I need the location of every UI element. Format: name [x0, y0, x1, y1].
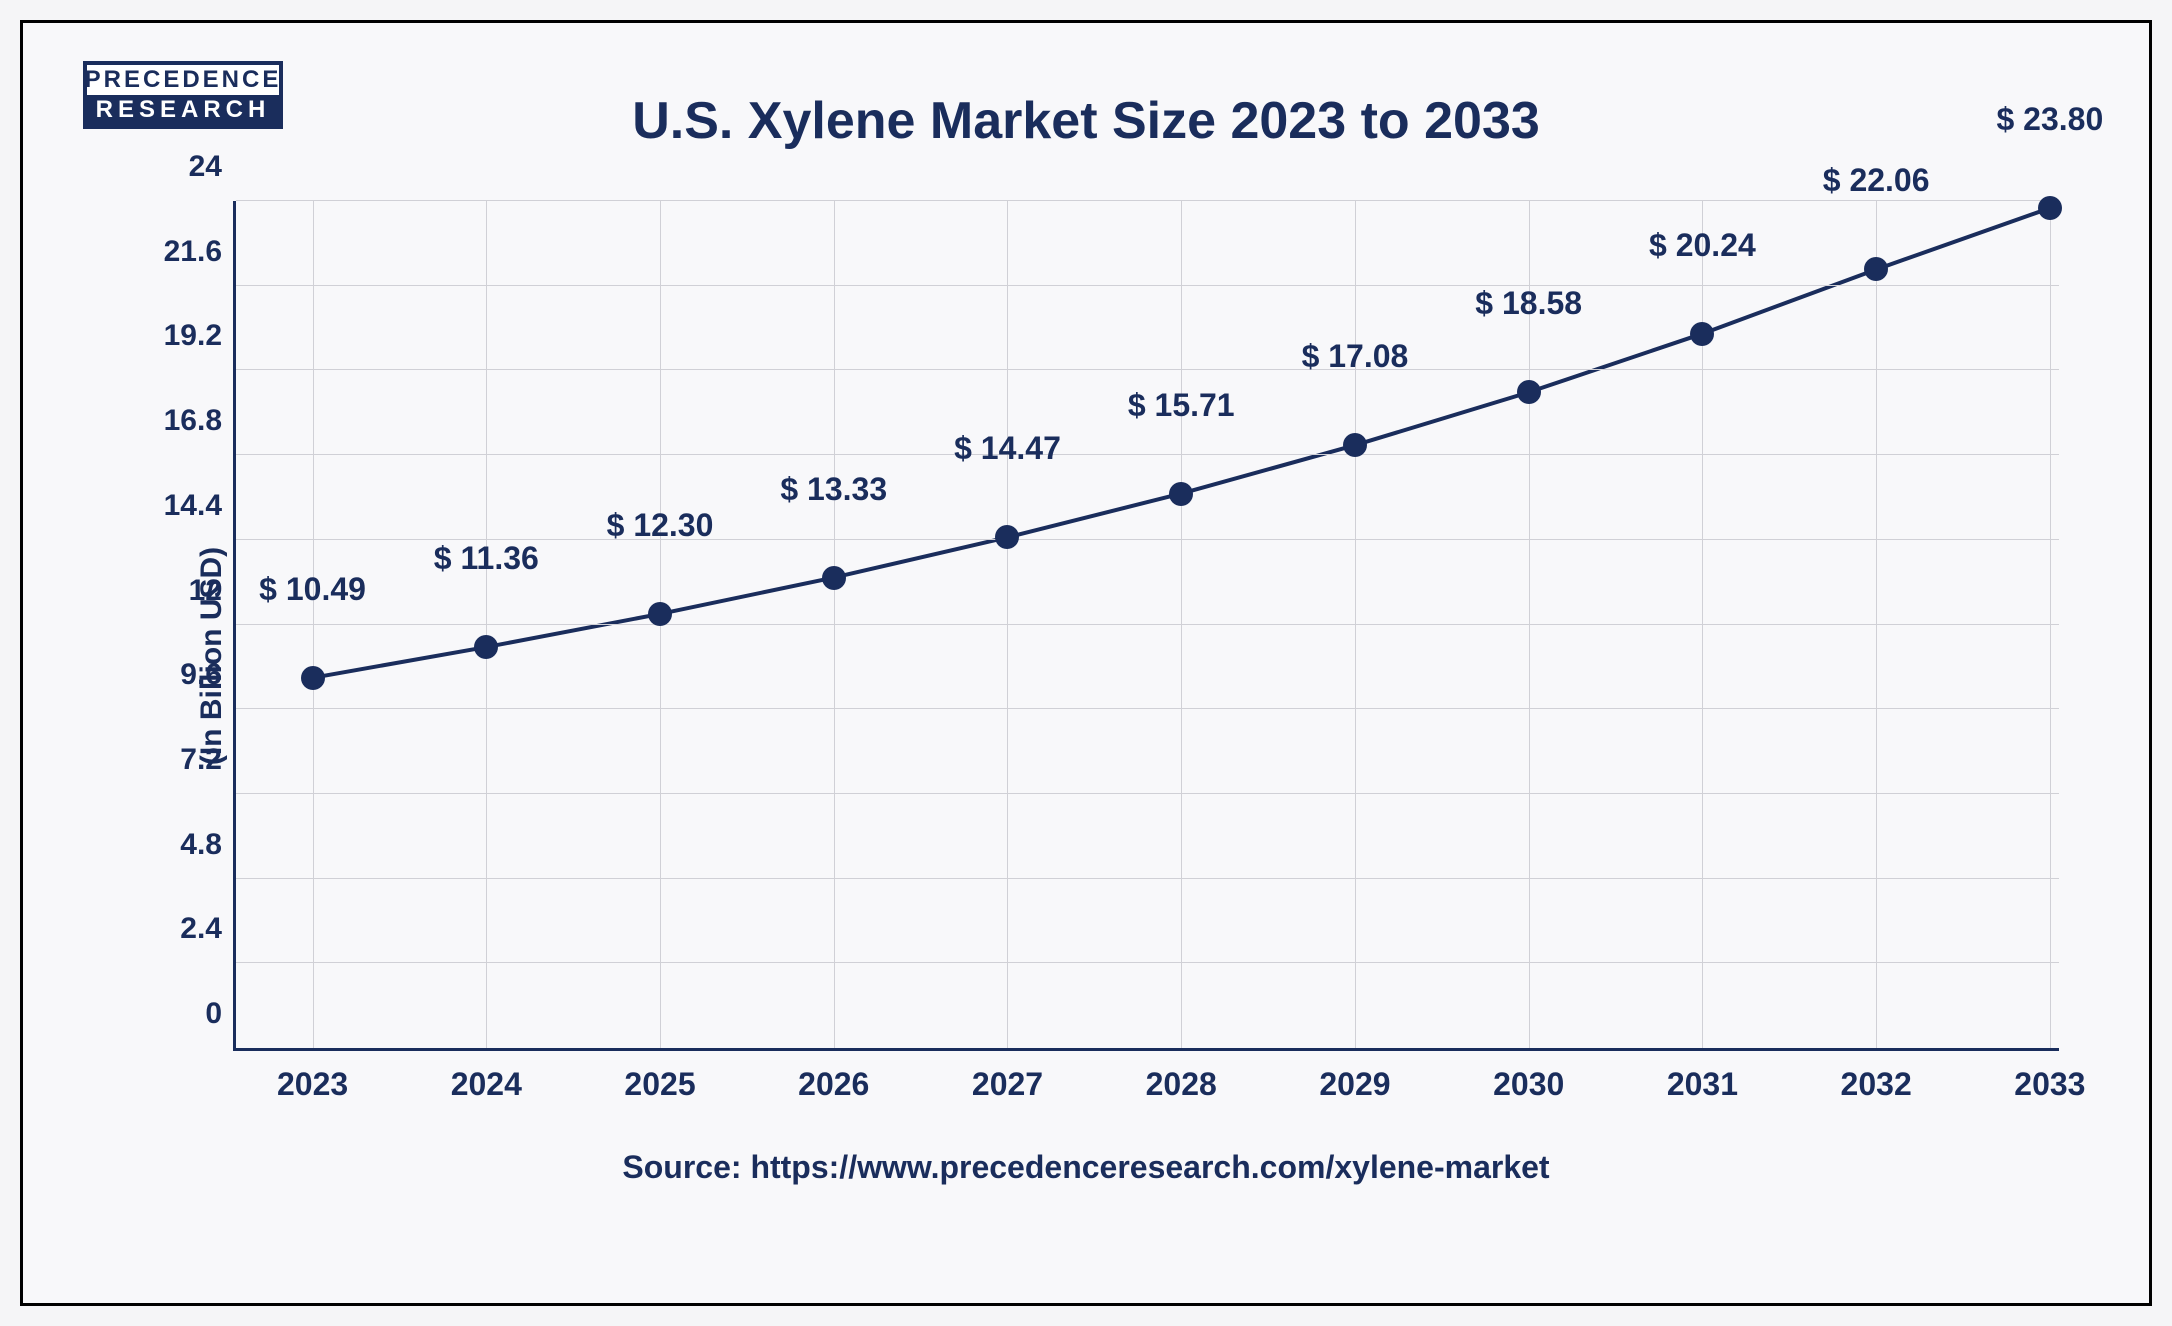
y-tick-label: 14.4: [164, 489, 236, 523]
gridline-h: [236, 200, 2059, 201]
chart-container: PRECEDENCE RESEARCH U.S. Xylene Market S…: [20, 20, 2152, 1306]
y-tick-label: 7.2: [180, 743, 236, 777]
value-label: $ 20.24: [1649, 227, 1756, 264]
gridline-v: [1181, 201, 1182, 1048]
y-tick-label: 19.2: [164, 319, 236, 353]
data-marker: [474, 635, 498, 659]
y-tick-label: 0: [205, 997, 236, 1031]
value-label: $ 17.08: [1302, 338, 1409, 375]
x-tick-label: 2033: [2014, 1048, 2085, 1103]
gridline-v: [1876, 201, 1877, 1048]
x-tick-label: 2024: [451, 1048, 522, 1103]
value-label: $ 12.30: [607, 507, 714, 544]
value-label: $ 23.80: [1996, 101, 2103, 138]
y-tick-label: 9.6: [180, 658, 236, 692]
plot-area: 02.44.87.29.61214.416.819.221.6242023202…: [233, 201, 2059, 1051]
data-marker: [2038, 196, 2062, 220]
data-marker: [822, 566, 846, 590]
value-label: $ 14.47: [954, 430, 1061, 467]
gridline-h: [236, 878, 2059, 879]
y-tick-label: 4.8: [180, 828, 236, 862]
line-series: [236, 201, 2059, 1048]
gridline-h: [236, 708, 2059, 709]
y-tick-label: 21.6: [164, 235, 236, 269]
logo-text-bottom: RESEARCH: [87, 95, 279, 125]
x-tick-label: 2025: [624, 1048, 695, 1103]
value-label: $ 22.06: [1823, 162, 1930, 199]
value-label: $ 13.33: [780, 471, 887, 508]
x-tick-label: 2032: [1841, 1048, 1912, 1103]
gridline-v: [1529, 201, 1530, 1048]
gridline-h: [236, 624, 2059, 625]
gridline-v: [1355, 201, 1356, 1048]
data-marker: [1343, 433, 1367, 457]
x-tick-label: 2029: [1319, 1048, 1390, 1103]
x-tick-label: 2026: [798, 1048, 869, 1103]
x-tick-label: 2023: [277, 1048, 348, 1103]
y-tick-label: 16.8: [164, 404, 236, 438]
source-text: Source: https://www.precedenceresearch.c…: [63, 1149, 2109, 1186]
data-marker: [1690, 322, 1714, 346]
plot-wrap: (In Billion USD) 02.44.87.29.61214.416.8…: [173, 191, 2069, 1121]
value-label: $ 11.36: [434, 540, 539, 577]
data-marker: [301, 666, 325, 690]
gridline-v: [1007, 201, 1008, 1048]
logo-text-top: PRECEDENCE: [87, 65, 279, 95]
gridline-h: [236, 793, 2059, 794]
x-tick-label: 2028: [1146, 1048, 1217, 1103]
gridline-v: [486, 201, 487, 1048]
y-tick-label: 12: [189, 574, 236, 608]
y-tick-label: 24: [189, 150, 236, 184]
brand-logo: PRECEDENCE RESEARCH: [83, 61, 283, 129]
value-label: $ 10.49: [259, 571, 366, 608]
data-marker: [1517, 380, 1541, 404]
gridline-v: [2050, 201, 2051, 1048]
gridline-h: [236, 285, 2059, 286]
value-label: $ 18.58: [1475, 285, 1582, 322]
x-tick-label: 2027: [972, 1048, 1043, 1103]
y-tick-label: 2.4: [180, 912, 236, 946]
gridline-v: [834, 201, 835, 1048]
gridline-h: [236, 369, 2059, 370]
data-marker: [648, 602, 672, 626]
gridline-v: [313, 201, 314, 1048]
x-tick-label: 2031: [1667, 1048, 1738, 1103]
gridline-h: [236, 962, 2059, 963]
value-label: $ 15.71: [1128, 387, 1235, 424]
data-marker: [1169, 482, 1193, 506]
x-tick-label: 2030: [1493, 1048, 1564, 1103]
data-marker: [1864, 257, 1888, 281]
gridline-h: [236, 454, 2059, 455]
chart-title: U.S. Xylene Market Size 2023 to 2033: [63, 91, 2109, 151]
data-marker: [995, 525, 1019, 549]
